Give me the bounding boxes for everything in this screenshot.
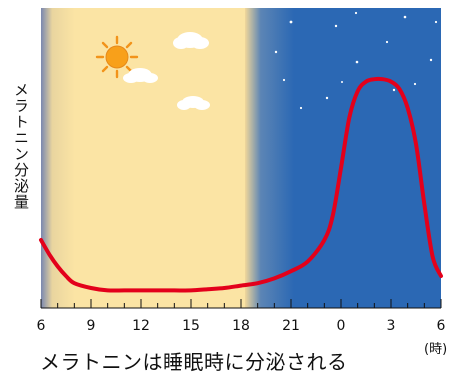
chart-caption: メラトニンは睡眠時に分泌される xyxy=(40,350,348,374)
x-axis-tick-labels: 6 9 12 15 18 21 0 3 6 xyxy=(37,318,446,334)
melatonin-series-line xyxy=(39,76,443,293)
sun-icon xyxy=(95,35,139,79)
x-tick-label: 15 xyxy=(182,318,200,334)
cloud-icon xyxy=(177,96,210,110)
x-tick-label: 6 xyxy=(37,318,46,334)
star-icons xyxy=(274,11,438,110)
x-tick-label: 0 xyxy=(337,318,346,334)
x-tick-label: 18 xyxy=(232,318,250,334)
y-axis-label: メラトニン分泌量 xyxy=(12,82,30,210)
x-tick-label: 21 xyxy=(282,318,300,334)
x-tick-label: 9 xyxy=(87,318,96,334)
x-axis-ticks xyxy=(40,299,442,308)
x-axis-unit: (時) xyxy=(424,342,448,357)
x-tick-label: 6 xyxy=(437,318,446,334)
cloud-icon xyxy=(173,32,209,49)
day-region xyxy=(41,8,266,308)
cloud-icon xyxy=(123,68,158,83)
x-tick-label: 12 xyxy=(132,318,150,334)
x-tick-label: 3 xyxy=(387,318,396,334)
